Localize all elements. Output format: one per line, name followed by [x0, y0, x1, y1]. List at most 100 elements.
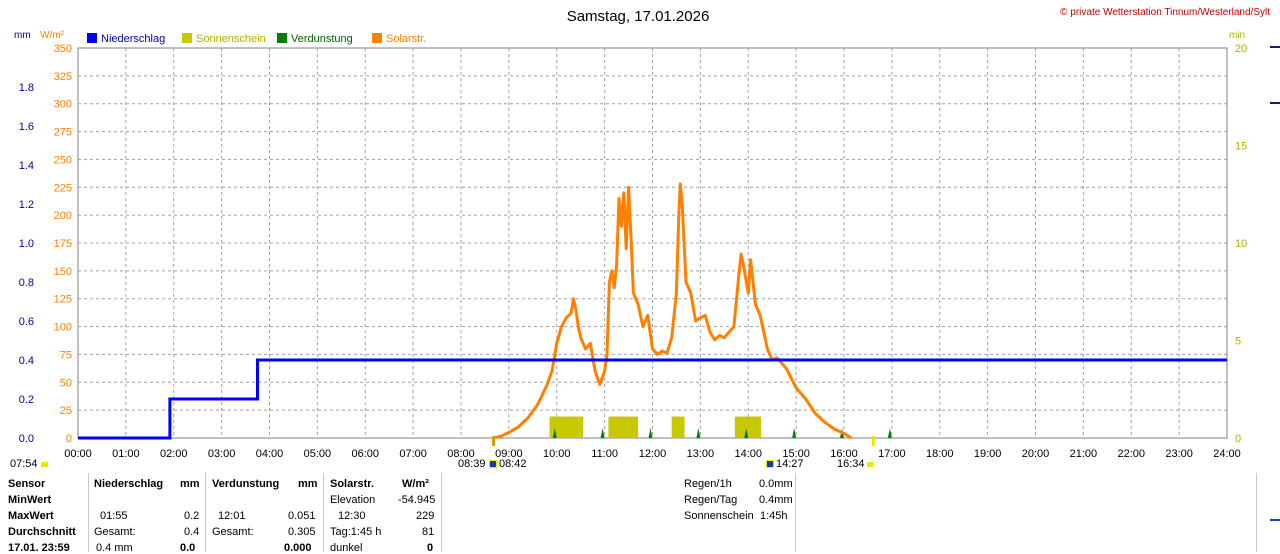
niederschlag-avg-value: 0.0: [180, 542, 196, 554]
y-tick-label-mm: 0.4: [19, 355, 34, 367]
summary-regen-1h-value: 0.0mm: [759, 478, 793, 490]
solar-unit: W/m²: [402, 478, 429, 490]
sunshine-bar: [578, 416, 581, 438]
y-tick-label-mm: 1.8: [19, 82, 34, 94]
solar-dunkel-label: dunkel: [330, 542, 363, 554]
y-tick-label-mm: 1.2: [19, 199, 34, 211]
y-tick-label-wm2: 25: [60, 405, 72, 417]
right-edge-mark-1: [1270, 46, 1280, 48]
x-axis: 00:00 01:00 02:00 03:00 04:00 05:00 06:00 07:00…: [64, 448, 1241, 460]
y-tick-label-wm2: 250: [54, 154, 72, 166]
evaporation-spikes: [552, 428, 892, 438]
evaporation-spike: [887, 428, 892, 438]
sunshine-bar: [671, 416, 685, 438]
x-tick-label: 24:00: [1213, 448, 1241, 460]
evaporation-spike: [552, 428, 557, 438]
x-tick-label: 19:00: [974, 448, 1002, 460]
stats-divider-3: [323, 473, 324, 552]
y-tick-label-wm2: 325: [54, 71, 72, 83]
solar-max-value: 229: [416, 510, 435, 522]
evaporation-spike: [600, 428, 605, 438]
y-tick-label-wm2: 275: [54, 127, 72, 139]
sunshine-start-tick: [492, 436, 496, 446]
evaporation-spike: [744, 428, 749, 438]
sunshine-bars: [549, 416, 762, 438]
legend-swatch-verdunstung: [277, 33, 287, 43]
y-tick-label-mm: 0.8: [19, 277, 34, 289]
y-tick-label-min: 0: [1235, 433, 1241, 445]
sunset-label: 16:34: [837, 458, 865, 470]
legend-swatch-niederschlag: [87, 33, 97, 43]
x-tick-label: 12:00: [639, 448, 667, 460]
stats-divider-6: [1256, 473, 1257, 552]
chart-title: Samstag, 17.01.2026: [567, 8, 710, 25]
y-tick-label-min: 5: [1235, 336, 1241, 348]
niederschlag-max-value: 0.2: [184, 510, 200, 522]
x-tick-label: 21:00: [1070, 448, 1098, 460]
solar-line: [494, 182, 852, 440]
solar-peak-icon: [766, 460, 774, 468]
x-tick-label: 11:00: [591, 448, 618, 460]
x-tick-label: 08:00: [447, 448, 475, 460]
stats-divider-2: [205, 473, 206, 552]
y-tick-label-min: 20: [1235, 43, 1247, 55]
unit-min-label: min: [1229, 30, 1245, 41]
y-axis-min: 0 5 10 15 20: [1235, 43, 1247, 445]
rain-line: [78, 358, 1227, 440]
x-tick-label: 02:00: [160, 448, 188, 460]
solar-elevation-label: Elevation: [330, 494, 376, 506]
sunshine-bar: [734, 416, 762, 438]
niederschlag-max-time: 01:55: [100, 510, 128, 522]
sunshine-start-label: 08:39: [458, 458, 486, 470]
sun-markers: [492, 436, 875, 446]
y-tick-label-mm: 0.2: [19, 394, 34, 406]
legend-label-niederschlag: Niederschlag: [101, 33, 165, 45]
solar-elevation-value: -54.945: [398, 494, 436, 506]
right-edge-mark-3: [1270, 519, 1280, 521]
stats-divider-1: [88, 473, 89, 552]
x-tick-label: 23:00: [1165, 448, 1193, 460]
verdunstung-unit: mm: [298, 478, 318, 490]
evaporation-spike: [648, 428, 653, 438]
summary-regen-tag-label: Regen/Tag: [684, 494, 738, 506]
x-tick-label: 20:00: [1022, 448, 1050, 460]
y-tick-label-wm2: 200: [54, 210, 72, 222]
x-tick-label: 07:00: [399, 448, 427, 460]
y-tick-label-min: 10: [1235, 238, 1247, 250]
x-tick-label: 00:00: [64, 448, 92, 460]
y-tick-label-wm2: 150: [54, 266, 72, 278]
y-tick-label-wm2: 225: [54, 182, 72, 194]
sunrise-icon: [41, 462, 48, 467]
verdunstung-gesamt-value: 0.305: [288, 526, 316, 538]
evaporation-spike: [696, 428, 701, 438]
y-tick-label-mm: 1.0: [19, 238, 34, 250]
weather-chart: Samstag, 17.01.2026 © private Wetterstat…: [14, 7, 1270, 460]
y-tick-label-wm2: 300: [54, 99, 72, 111]
solar-tag-value: 81: [422, 526, 435, 538]
y-axis-wm2: 0 25 50 75 100 125 150 175 200 225 250 275 300 325 350: [54, 43, 72, 445]
solar-max-time: 12:30: [338, 510, 366, 522]
verdunstung-gesamt-label: Gesamt:: [212, 526, 254, 538]
y-tick-label-wm2: 175: [54, 238, 72, 250]
stats-date-label: 17.01. 23:59: [8, 542, 70, 554]
y-tick-label-mm: 1.4: [19, 160, 34, 172]
grid: [77, 47, 1228, 439]
y-tick-label-mm: 0.6: [19, 316, 34, 328]
niederschlag-gesamt-label: Gesamt:: [94, 526, 136, 538]
x-tick-label: 03:00: [208, 448, 236, 460]
evaporation-spike: [792, 428, 797, 438]
x-tick-label: 17:00: [878, 448, 906, 460]
sunrise-label: 07:54: [10, 458, 38, 470]
niederschlag-avg-unit: 0.4 mm: [96, 542, 133, 554]
unit-wm2-label: W/m²: [40, 30, 65, 41]
legend-label-verdunstung: Verdunstung: [291, 33, 353, 45]
stats-maxwert-label: MaxWert: [8, 510, 54, 522]
solar-peak-label: 14:27: [776, 458, 804, 470]
x-tick-label: 13:00: [687, 448, 715, 460]
right-edge-mark-2: [1270, 102, 1280, 104]
stats-minwert-label: MinWert: [8, 494, 52, 506]
verdunstung-title: Verdunstung: [212, 478, 280, 490]
x-tick-label: 16:00: [830, 448, 858, 460]
legend-label-sonnenschein: Sonnenschein: [196, 33, 266, 45]
y-tick-label-wm2: 0: [66, 433, 72, 445]
